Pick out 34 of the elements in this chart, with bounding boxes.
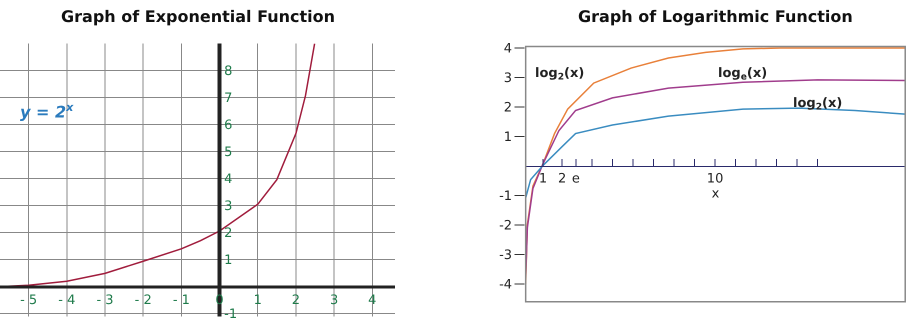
chart-title: Graph of Logarithmic Function [578, 7, 853, 26]
x-tick-label: - 2 [134, 293, 152, 308]
annotation: log$_{2}$(x) [535, 66, 584, 83]
x-tick-label: - 5 [20, 293, 38, 308]
x-tick-label: 2 [292, 293, 300, 308]
x-tick-label: e [572, 172, 580, 187]
y-tick-label: 2 [504, 100, 512, 116]
y-tick-label: 7 [224, 91, 232, 106]
y-tick-label: 4 [504, 42, 512, 57]
chart-title: Graph of Exponential Function [61, 7, 335, 26]
y-tick-label: 1 [224, 253, 232, 268]
y-tick-label: -1 [499, 189, 512, 204]
y-tick-label: 5 [224, 145, 232, 160]
y-tick-label: -2 [499, 218, 512, 234]
x-tick-label: - 4 [58, 293, 76, 308]
x-tick-label: 10 [706, 172, 724, 187]
y-tick-label: 3 [224, 199, 232, 214]
x-tick-label: - 1 [172, 293, 190, 308]
x-axis-title: x [712, 186, 720, 202]
y-tick-label: -4 [499, 278, 512, 293]
y-tick-label: 6 [224, 118, 232, 134]
x-tick-label: 4 [368, 293, 376, 308]
x-tick-label: - 3 [96, 293, 114, 308]
y-tick-label: 2 [224, 226, 232, 242]
y-tick-label: -3 [499, 248, 512, 264]
y-tick-label: 3 [504, 71, 512, 86]
x-tick-label: 2 [558, 172, 566, 187]
y-tick-label: -1 [224, 307, 238, 322]
x-tick-label: 1 [254, 293, 262, 308]
annotation: log$_{e}$(x) [718, 66, 768, 83]
y-tick-label: 8 [224, 64, 232, 80]
x-tick-label: 1 [538, 172, 548, 187]
y-tick-label: 1 [504, 130, 512, 146]
x-tick-label: 3 [330, 293, 338, 308]
